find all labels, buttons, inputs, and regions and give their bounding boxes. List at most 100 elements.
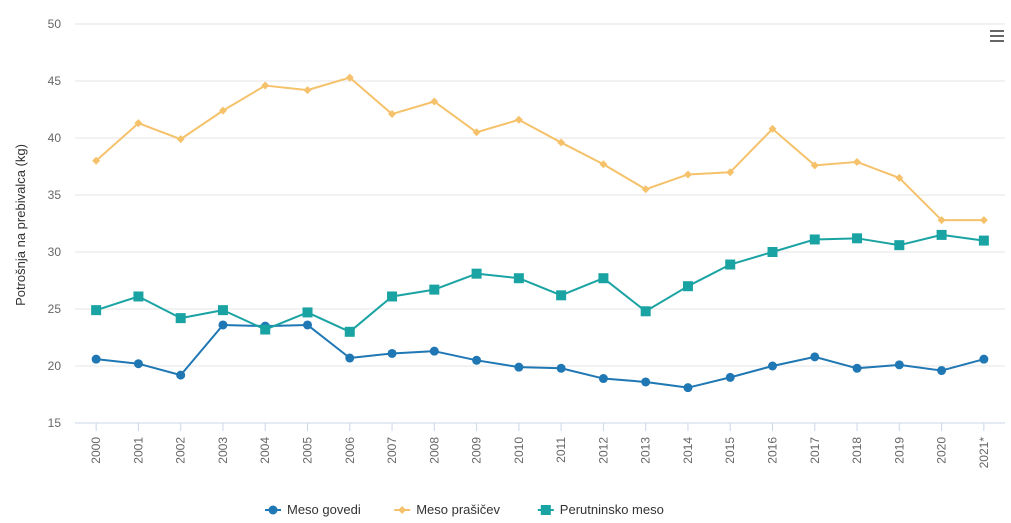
data-point[interactable] [176,135,185,144]
data-point[interactable] [641,377,651,387]
series-line [95,76,984,222]
series-line [96,323,985,389]
data-point[interactable] [260,324,271,335]
data-point[interactable] [92,156,101,165]
data-point[interactable] [302,307,313,318]
series-meso-govedi [91,320,989,393]
data-point[interactable] [937,216,946,225]
x-tick-label: 2015 [723,437,737,464]
legend-item[interactable]: Perutninsko meso [537,502,664,517]
data-point[interactable] [344,326,355,337]
data-point[interactable] [640,306,651,317]
data-point[interactable] [683,383,693,393]
data-point[interactable] [726,168,735,177]
data-point[interactable] [979,216,988,225]
data-point[interactable] [133,291,144,302]
data-point[interactable] [810,352,820,362]
x-tick-label: 2001 [131,437,145,464]
x-tick-label: 2002 [174,437,188,464]
legend-label[interactable]: Meso prašičev [416,502,500,517]
legend-marker[interactable] [268,505,278,515]
data-point[interactable] [472,355,482,365]
data-point[interactable] [303,86,312,95]
data-point[interactable] [91,305,102,316]
data-point[interactable] [218,106,227,115]
chart-legend[interactable]: Meso govedi Meso prašičev Perutninsko meso [265,502,664,517]
data-point[interactable] [471,268,482,279]
data-point[interactable] [725,259,736,270]
data-point[interactable] [218,320,228,330]
data-point[interactable] [217,305,228,316]
data-point[interactable] [809,234,820,245]
data-point[interactable] [767,247,778,257]
data-point[interactable] [979,354,989,364]
data-point[interactable] [936,229,947,240]
y-tick-label: 30 [48,245,62,259]
data-point[interactable] [768,124,777,133]
data-point[interactable] [894,240,905,251]
y-tick-label: 50 [48,17,62,31]
x-tick-label: 2021* [977,437,991,469]
x-tick-label: 2013 [639,437,653,464]
data-point[interactable] [261,81,270,90]
data-point[interactable] [598,273,609,284]
data-point[interactable] [978,235,989,246]
data-point[interactable] [133,359,143,369]
data-point[interactable] [557,138,566,147]
data-point[interactable] [514,115,523,124]
data-point[interactable] [134,119,143,128]
data-point[interactable] [683,170,692,179]
data-point[interactable] [514,362,524,372]
y-tick-label: 20 [48,359,62,373]
data-point[interactable] [388,110,397,119]
data-point[interactable] [852,363,862,373]
data-point[interactable] [895,173,904,182]
data-point[interactable] [556,363,566,373]
data-point[interactable] [430,97,439,106]
x-tick-label: 2011 [554,437,568,463]
data-point[interactable] [345,73,354,82]
data-point[interactable] [598,374,608,384]
hamburger-menu-icon[interactable] [990,30,1004,42]
data-point[interactable] [387,348,397,358]
x-tick-label: 2014 [681,437,695,464]
legend-item[interactable]: Meso govedi [265,502,361,517]
legend-label[interactable]: Meso govedi [287,502,361,517]
data-point[interactable] [853,157,862,166]
data-point[interactable] [429,284,440,295]
data-point[interactable] [303,320,312,330]
data-point[interactable] [641,185,650,194]
data-point[interactable] [810,161,819,170]
data-point[interactable] [345,353,355,363]
x-tick-label: 2006 [343,437,357,464]
data-point[interactable] [387,291,398,302]
legend-item[interactable]: Meso prašičev [394,502,501,517]
data-point[interactable] [725,372,735,382]
series-perutninsko-meso [91,229,989,337]
data-point[interactable] [682,281,693,292]
x-tick-label: 2017 [808,437,822,464]
data-point[interactable] [91,354,101,364]
data-point[interactable] [937,366,947,376]
data-point[interactable] [513,273,524,284]
data-point[interactable] [894,360,904,370]
legend-marker[interactable] [540,505,551,515]
data-point[interactable] [768,361,777,371]
data-point[interactable] [176,370,186,380]
data-point[interactable] [175,313,186,324]
data-point[interactable] [472,128,481,137]
x-tick-label: 2004 [258,437,272,464]
data-point[interactable] [429,346,439,356]
data-point[interactable] [556,290,567,301]
data-point[interactable] [599,160,608,169]
x-tick-label: 2018 [850,437,864,464]
y-tick-label: 40 [48,131,62,145]
y-tick-label: 15 [48,416,62,430]
x-tick-label: 2003 [216,437,230,464]
chart-gridlines [75,23,1005,424]
x-axis: 2000 2001 2002 2003 2004 2005 2006 2007 2008 2009… [89,423,991,468]
data-point[interactable] [852,233,863,244]
legend-marker[interactable] [398,506,407,514]
legend-label[interactable]: Perutninsko meso [560,502,664,517]
